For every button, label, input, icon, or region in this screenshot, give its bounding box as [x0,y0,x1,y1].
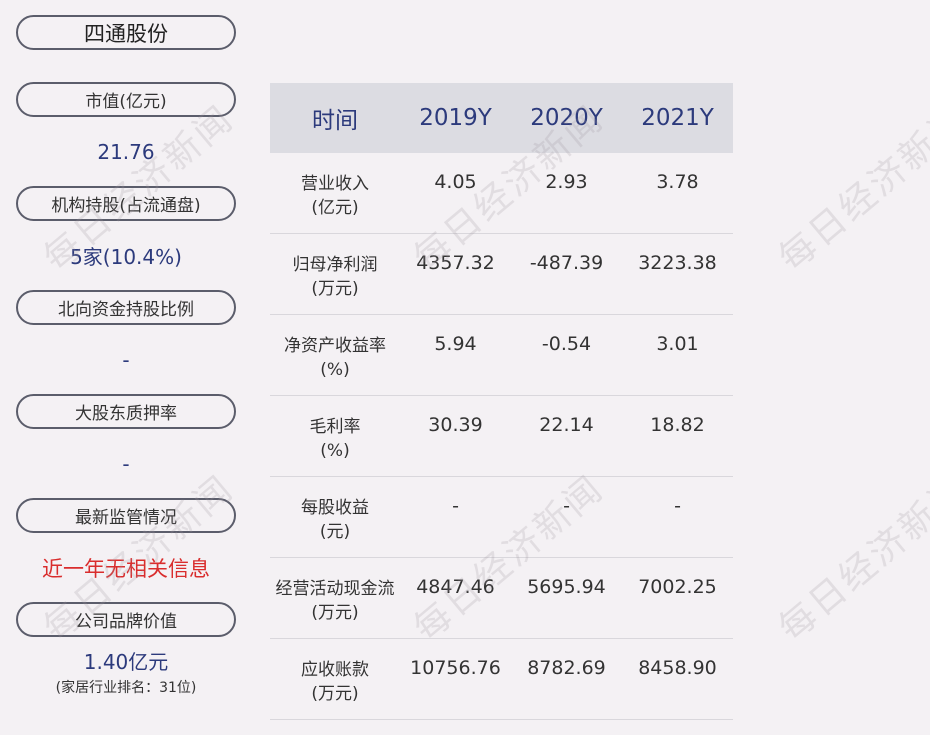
cell-value: 8782.69 [527,657,606,679]
row-label: 经营活动现金流 (万元) [275,579,395,623]
institutional-holding-value: 5家(10.4%) [70,245,182,269]
regulatory-status-label: 最新监管情况 [16,498,236,533]
cell-value: 22.14 [539,414,594,436]
cell-value: 3.01 [656,333,699,355]
table-row: 归母净利润 (万元) 4357.32 -487.39 3223.38 [270,234,733,315]
pledge-rate-value: - [122,451,130,476]
financial-table: 时间 2019Y 2020Y 2021Y 营业收入 (亿元) 4.05 2.93 … [270,83,733,720]
left-metrics-panel: 市值(亿元) 21.76 机构持股(占流通盘) 5家(10.4%) 北向资金持股… [16,82,236,706]
row-label: 应收账款 (万元) [301,660,369,704]
regulatory-status-value: 近一年无相关信息 [42,556,210,581]
company-name-badge: 四通股份 [16,15,236,50]
header-2020: 2020Y [530,105,603,131]
row-label: 每股收益 (元) [301,498,369,542]
header-time: 时间 [312,108,358,134]
watermark-text: 每日经济新闻 [771,97,930,280]
cell-value: 7002.25 [638,576,717,598]
row-label: 营业收入 (亿元) [301,174,369,218]
cell-value: -0.54 [541,333,592,355]
cell-value: 4847.46 [416,576,495,598]
table-row: 毛利率 (%) 30.39 22.14 18.82 [270,396,733,477]
header-2021: 2021Y [641,105,714,131]
table-row: 净资产收益率 (%) 5.94 -0.54 3.01 [270,315,733,396]
cell-value: 3223.38 [638,252,717,274]
market-cap-value: 21.76 [97,139,155,164]
row-label: 毛利率 (%) [309,417,361,461]
northbound-holding-value: - [122,347,130,372]
cell-value: 8458.90 [638,657,717,679]
market-cap-label: 市值(亿元) [16,82,236,117]
header-2019: 2019Y [419,105,492,131]
cell-value: - [563,495,570,517]
cell-value: 10756.76 [410,657,501,679]
northbound-holding-label: 北向资金持股比例 [16,290,236,325]
table-row: 每股收益 (元) - - - [270,477,733,558]
table-header: 时间 2019Y 2020Y 2021Y [270,83,733,153]
cell-value: -487.39 [529,252,604,274]
pledge-rate-label: 大股东质押率 [16,394,236,429]
brand-value-rank: (家居行业排名：31位) [55,680,197,696]
cell-value: 5695.94 [527,576,606,598]
cell-value: 5.94 [434,333,477,355]
cell-value: 30.39 [428,414,483,436]
table-row: 营业收入 (亿元) 4.05 2.93 3.78 [270,153,733,234]
cell-value: - [674,495,681,517]
cell-value: 4.05 [434,171,477,193]
cell-value: 3.78 [656,171,699,193]
brand-value-value: 1.40亿元 (家居行业排名：31位) [55,650,197,696]
cell-value: 4357.32 [416,252,495,274]
cell-value: - [452,495,459,517]
institutional-holding-label: 机构持股(占流通盘) [16,186,236,221]
watermark-text: 每日经济新闻 [771,467,930,650]
row-label: 净资产收益率 (%) [284,336,386,380]
table-row: 应收账款 (万元) 10756.76 8782.69 8458.90 [270,639,733,720]
brand-value-label: 公司品牌价值 [16,602,236,637]
cell-value: 18.82 [650,414,705,436]
cell-value: 2.93 [545,171,588,193]
row-label: 归母净利润 (万元) [292,255,378,299]
table-row: 经营活动现金流 (万元) 4847.46 5695.94 7002.25 [270,558,733,639]
